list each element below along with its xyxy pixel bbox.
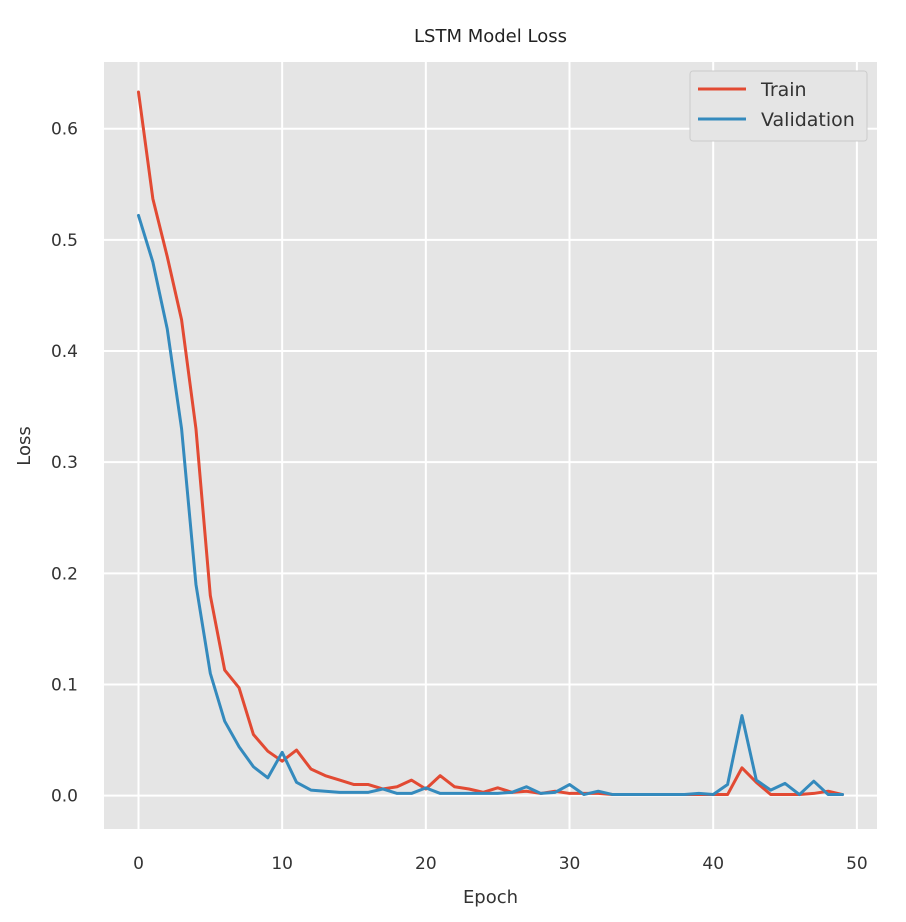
- x-tick-label: 20: [415, 854, 437, 874]
- plot-background: [104, 62, 877, 829]
- legend: Train Validation: [689, 70, 868, 142]
- legend-label-validation: Validation: [761, 109, 855, 131]
- x-tick-labels: 0 10 20 30 40 50: [133, 854, 868, 874]
- series-train: [136, 90, 845, 797]
- series-layer: [136, 90, 845, 797]
- y-tick-label: 0.1: [51, 675, 78, 695]
- x-tick-label: 40: [702, 854, 724, 874]
- x-tick-label: 30: [559, 854, 581, 874]
- legend-label-train: Train: [760, 79, 807, 101]
- y-tick-label: 0.5: [51, 231, 78, 251]
- y-tick-labels: 0.0 0.1 0.2 0.3 0.4 0.5 0.6: [51, 120, 78, 807]
- series-line-validation: [136, 213, 845, 797]
- x-tick-label: 50: [846, 854, 868, 874]
- y-tick-label: 0.3: [51, 453, 78, 473]
- y-tick-label: 0.2: [51, 564, 78, 584]
- x-tick-label: 10: [271, 854, 293, 874]
- x-tick-label: 0: [133, 854, 144, 874]
- y-tick-label: 0.0: [51, 787, 78, 807]
- y-tick-label: 0.6: [51, 120, 78, 140]
- y-axis-label: Loss: [14, 426, 35, 465]
- y-tick-label: 0.4: [51, 342, 78, 362]
- series-line-train: [136, 90, 845, 797]
- x-axis-label: Epoch: [463, 887, 518, 908]
- series-validation: [136, 213, 845, 797]
- chart-title: LSTM Model Loss: [414, 26, 567, 47]
